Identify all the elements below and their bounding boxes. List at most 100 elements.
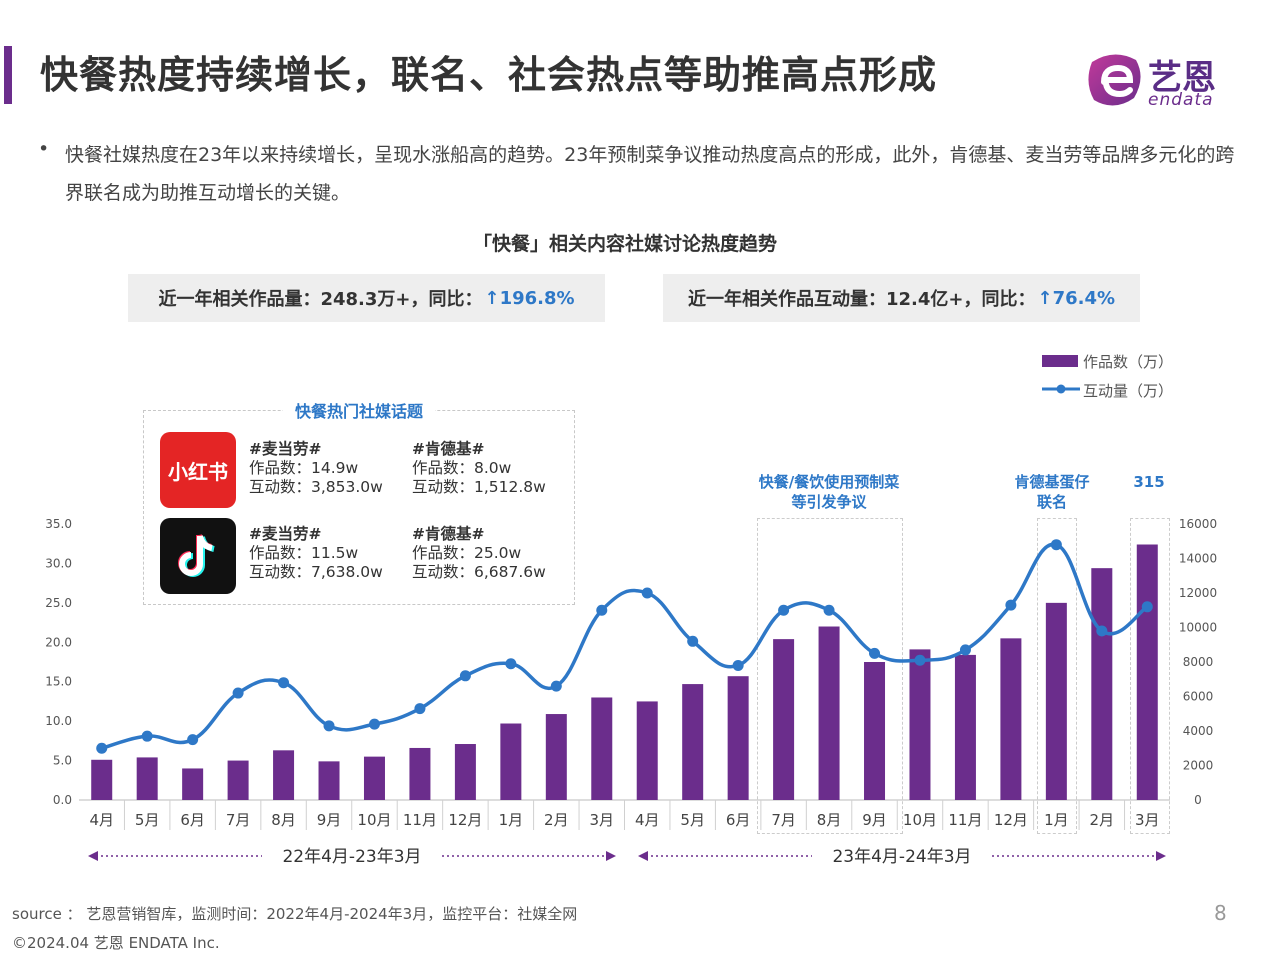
x-tick-label: 10月 — [903, 811, 937, 829]
bar-works — [182, 768, 204, 800]
x-tick-label: 12月 — [448, 811, 482, 829]
x-tick-label: 6月 — [180, 811, 205, 829]
y-right-tick-label: 4000 — [1183, 724, 1214, 738]
xiaohongshu-icon: 小红书 — [160, 432, 236, 508]
x-tick-label: 8月 — [817, 811, 842, 829]
bar-works — [1000, 638, 1022, 800]
x-tick-label: 7月 — [226, 811, 251, 829]
x-tick-label: 8月 — [271, 811, 296, 829]
bar-works — [318, 761, 340, 800]
topic-tiktok-mcd-interactions: 互动数：7,638.0w — [249, 563, 383, 581]
y-right-tick-label: 8000 — [1183, 655, 1214, 669]
line-point — [323, 720, 335, 732]
bar-works — [409, 747, 431, 800]
line-point — [1005, 599, 1017, 611]
topic-tiktok-kfc-works: 作品数：25.0w — [412, 544, 522, 562]
x-tick-label: 7月 — [771, 811, 796, 829]
bar-works — [273, 750, 295, 800]
x-tick-label: 6月 — [726, 811, 751, 829]
bar-works — [1091, 568, 1113, 800]
line-point — [232, 687, 244, 699]
bar-works — [818, 626, 840, 800]
line-point — [596, 604, 608, 616]
line-point — [641, 587, 653, 599]
legend-bar-swatch — [1042, 355, 1078, 367]
period-arrow-right-icon — [606, 851, 616, 861]
x-tick-label: 1月 — [1044, 811, 1069, 829]
topic-xhs-mcd-interactions: 互动数：3,853.0w — [249, 478, 383, 496]
bar-works — [227, 760, 249, 800]
legend-bar-label: 作品数（万） — [1083, 353, 1174, 371]
endata-logo-icon — [1088, 54, 1141, 106]
annotation-315: 315 — [1133, 473, 1165, 491]
bullet-icon: • — [38, 138, 50, 160]
line-point — [141, 730, 153, 742]
x-tick-label: 12月 — [994, 811, 1028, 829]
line-point — [778, 604, 790, 616]
x-tick-label: 3月 — [589, 811, 614, 829]
kpi-interactions-value: ↑76.4% — [1037, 287, 1116, 309]
y-right-tick-label: 2000 — [1183, 759, 1214, 773]
kpi-works-value: ↑196.8% — [484, 287, 575, 309]
highlight-box-prepared-food — [757, 518, 903, 834]
line-point — [732, 659, 744, 671]
xiaohongshu-icon-text: 小红书 — [168, 459, 228, 484]
line-point — [959, 644, 971, 656]
x-tick-label: 4月 — [635, 811, 660, 829]
copyright-text: ©2024.04 艺恩 ENDATA Inc. — [12, 934, 220, 952]
x-tick-label: 10月 — [357, 811, 391, 829]
topic-tiktok-mcd-works: 作品数：11.5w — [249, 544, 359, 562]
x-tick-label: 1月 — [499, 811, 524, 829]
description-text: 快餐社媒热度在23年以来持续增长，呈现水涨船高的趋势。23年预制菜争议推动热度高… — [65, 144, 1235, 204]
y-left-tick-label: 25.0 — [45, 596, 72, 610]
bar-works — [1136, 544, 1158, 800]
period-label: 22年4月-23年3月 — [282, 847, 421, 867]
period-arrow-right-icon — [1156, 851, 1166, 861]
endata-logo: 艺恩 endata — [1084, 48, 1234, 114]
x-tick-label: 2月 — [544, 811, 569, 829]
period-arrow-left-icon — [638, 851, 648, 861]
annotation-kfc-egg: 肯德基蛋仔联名 — [1014, 473, 1090, 511]
line-point — [687, 635, 699, 647]
y-right-tick-label: 12000 — [1179, 586, 1217, 600]
bar-works — [545, 714, 567, 800]
page-number: 8 — [1214, 901, 1227, 925]
bar-works — [682, 684, 704, 800]
line-point — [550, 680, 562, 692]
bar-works — [136, 757, 158, 800]
logo-text: 艺恩 — [1148, 58, 1216, 98]
topic-xhs-kfc-interactions: 互动数：1,512.8w — [412, 478, 546, 496]
bar-works — [773, 639, 795, 800]
y-left-tick-label: 20.0 — [45, 635, 72, 649]
source-text: source ： 艺恩营销智库，监测时间：2022年4月-2024年3月，监控平… — [12, 905, 578, 923]
y-right-tick-label: 14000 — [1179, 552, 1217, 566]
line-point — [914, 654, 926, 666]
line-point — [1050, 539, 1062, 551]
y-left-tick-label: 10.0 — [45, 714, 72, 728]
annotation-prepared-food: 快餐/餐饮使用预制菜等引发争议 — [758, 473, 900, 511]
period-arrow-left-icon — [88, 851, 98, 861]
bar-works — [909, 649, 931, 800]
kpi-interactions-label: 近一年相关作品互动量：12.4亿+，同比： — [687, 289, 1036, 310]
x-tick-label: 11月 — [948, 811, 982, 829]
topic-tiktok-kfc-interactions: 互动数：6,687.6w — [412, 563, 546, 581]
x-tick-label: 9月 — [862, 811, 887, 829]
bar-works — [500, 723, 522, 800]
highlight-box-315 — [1130, 518, 1170, 834]
legend-line-label: 互动量（万） — [1083, 382, 1174, 400]
line-point — [187, 734, 199, 746]
highlight-box-kfc-egg — [1037, 518, 1077, 834]
tiktok-icon — [160, 518, 236, 594]
x-tick-label: 4月 — [89, 811, 114, 829]
title-accent-bar — [4, 46, 12, 104]
chart-title: 「快餐」相关内容社媒讨论热度趋势 — [472, 233, 777, 255]
x-tick-label: 11月 — [403, 811, 437, 829]
x-tick-label: 5月 — [680, 811, 705, 829]
y-left-tick-label: 5.0 — [53, 754, 72, 768]
line-point — [823, 604, 835, 616]
y-left-tick-label: 35.0 — [45, 517, 72, 531]
bar-works — [591, 697, 613, 800]
y-right-tick-label: 16000 — [1179, 517, 1217, 531]
line-point — [368, 718, 380, 730]
